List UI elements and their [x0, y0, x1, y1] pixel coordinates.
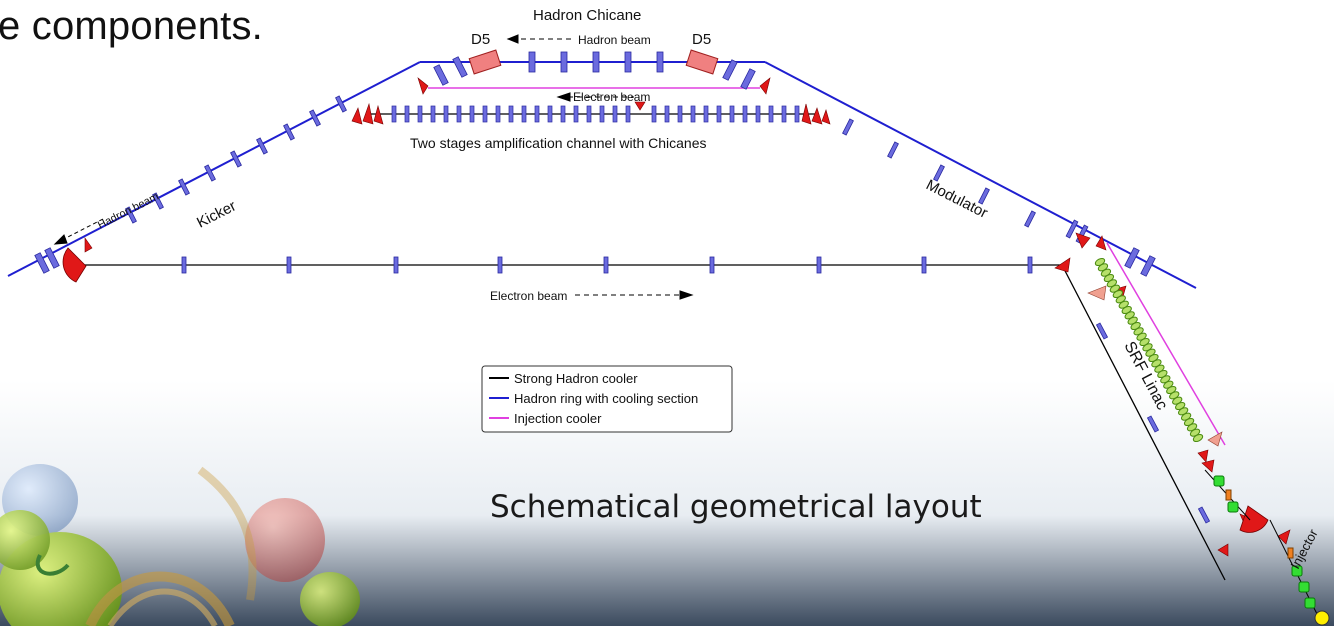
amplifier-magnet: [716, 105, 722, 123]
amplifier-magnet: [703, 105, 709, 123]
d5-left-label: D5: [471, 31, 490, 48]
amplifier-magnet: [534, 105, 540, 123]
decorative-particle-art: [0, 464, 360, 626]
slide-caption: Schematical geometrical layout: [490, 489, 982, 525]
amplifier-magnet: [495, 105, 501, 123]
amplifier-magnet: [677, 105, 683, 123]
amplifier-magnet: [742, 105, 748, 123]
d5-right-label: D5: [692, 31, 711, 48]
injection-cooler-line: [428, 87, 1226, 446]
amplifier-magnet: [482, 105, 488, 123]
hadron-chicane-title: Hadron Chicane: [533, 7, 641, 24]
amplifier-magnet: [404, 105, 410, 123]
amplifier-magnet: [417, 105, 423, 123]
electron-beam-bottom-label: Electron beam: [490, 289, 567, 303]
amplifier-magnet: [521, 105, 527, 123]
amplifier-magnet: [729, 105, 735, 123]
amplifier-magnet: [547, 105, 553, 123]
svg-text:Strong Hadron cooler: Strong Hadron cooler: [514, 371, 638, 386]
svg-text:Hadron ring with cooling secti: Hadron ring with cooling section: [514, 391, 698, 406]
amplifier-magnet: [651, 105, 657, 123]
injector-line: [1204, 469, 1330, 626]
kicker-label: Kicker: [194, 197, 239, 231]
amplifier-magnet: [768, 105, 774, 123]
amplifier-magnet: [560, 105, 566, 123]
amplifier-magnet: [456, 105, 462, 123]
amplifier-magnet: [469, 105, 475, 123]
amplifier-magnet: [755, 105, 761, 123]
amplifier-magnet: [599, 105, 605, 123]
amplifier-magnet: [625, 105, 631, 123]
hadron-beam-left-label: Hadron beam: [96, 191, 161, 232]
amplifier-magnet: [443, 105, 449, 123]
srf-cavity-cell: [1192, 433, 1204, 443]
amplifier-magnet: [573, 105, 579, 123]
svg-text:Injection cooler: Injection cooler: [514, 411, 602, 426]
legend: Strong Hadron cooler Hadron ring with co…: [481, 365, 733, 433]
amplifier-magnet: [664, 105, 670, 123]
amplification-label: Two stages amplification channel with Ch…: [410, 135, 707, 151]
legend-item-injection-cooler: Injection cooler: [489, 411, 602, 426]
right-diagonal-quadrupoles: [722, 59, 1156, 277]
linac-quadrupoles: [1095, 322, 1211, 524]
merger-magnets: [62, 247, 1269, 533]
amplifier-magnet: [508, 105, 514, 123]
slide-heading-fragment: e components.: [0, 4, 263, 48]
d5-dipole-right: [685, 49, 719, 75]
legend-item-hadron-ring: Hadron ring with cooling section: [489, 391, 698, 406]
electron-gun: [1314, 610, 1330, 626]
amplifier-magnet: [430, 105, 436, 123]
amplifier-magnet: [586, 105, 592, 123]
amplifier-magnet: [794, 105, 800, 123]
amplifier-magnet: [391, 105, 397, 123]
hadron-beam-top-label: Hadron beam: [578, 33, 651, 47]
salmon-dipoles: [1087, 285, 1223, 447]
legend-box: [481, 365, 733, 433]
amplifier-magnet: [690, 105, 696, 123]
electron-line-quadrupoles: [181, 256, 1033, 274]
legend-item-strong-hadron-cooler: Strong Hadron cooler: [489, 371, 638, 386]
beam-direction-arrows: [53, 34, 694, 300]
chicane-quadrupoles: [528, 51, 664, 73]
electron-beam-top-label: Electron beam: [573, 90, 650, 104]
red-dipoles: [84, 77, 1291, 557]
d5-dipole-left: [468, 49, 502, 75]
amplifier-magnet: [612, 105, 618, 123]
srf-cavities: [1094, 257, 1204, 443]
amplifier-magnet: [781, 105, 787, 123]
amplification-channel-magnets: [391, 105, 800, 123]
left-diagonal-quadrupoles: [34, 56, 468, 274]
